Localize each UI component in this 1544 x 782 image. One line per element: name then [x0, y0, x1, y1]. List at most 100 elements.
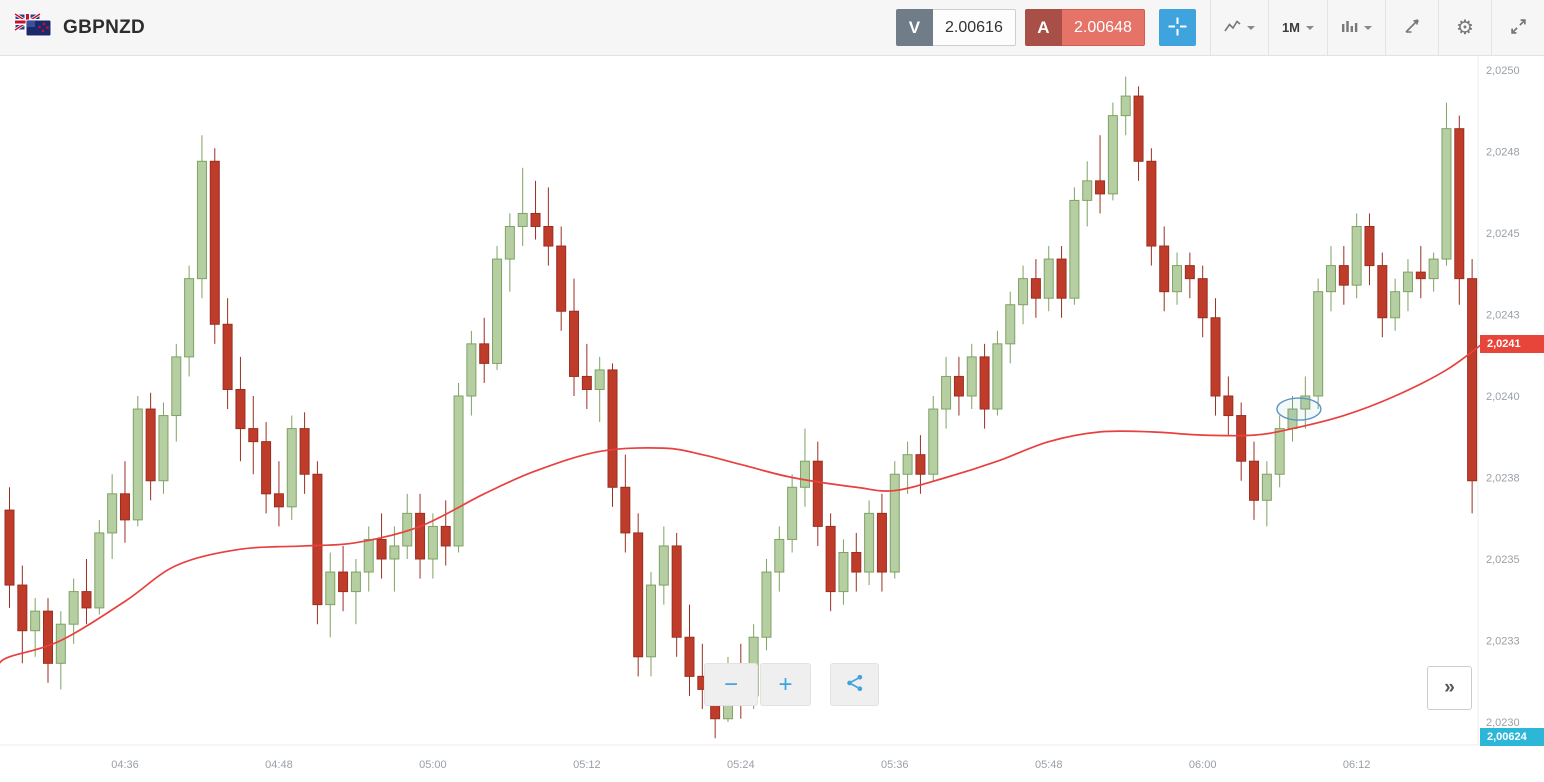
candle — [350, 571, 361, 593]
candle — [646, 584, 656, 658]
buy-quote[interactable]: A 2.00648 — [1024, 9, 1145, 46]
drawing-tools-button[interactable] — [1386, 0, 1438, 55]
candle — [479, 343, 490, 364]
candle — [42, 610, 53, 664]
candle — [607, 369, 618, 488]
fullscreen-button[interactable] — [1492, 0, 1544, 55]
candle — [825, 525, 836, 593]
candle — [1095, 180, 1106, 195]
timeframe-button[interactable]: 1M — [1269, 0, 1327, 55]
candle — [1415, 271, 1426, 280]
candle — [1197, 278, 1208, 319]
timeframe-label: 1M — [1281, 20, 1300, 35]
candle — [132, 408, 143, 521]
candle — [761, 571, 772, 638]
candle — [119, 493, 130, 521]
chart-type-button[interactable] — [1211, 0, 1268, 55]
candle — [4, 509, 15, 586]
candle — [889, 473, 900, 573]
candle — [1069, 199, 1080, 299]
candle — [543, 225, 554, 247]
indicators-bars-icon — [1341, 18, 1358, 37]
candle — [1172, 265, 1183, 293]
time-axis-label: 06:12 — [1343, 759, 1371, 771]
candle — [1133, 95, 1144, 162]
price-axis-label: 2,0250 — [1486, 65, 1520, 77]
candle — [1313, 291, 1324, 397]
candle — [799, 460, 810, 488]
candle — [55, 623, 66, 664]
candle — [774, 538, 785, 573]
sell-button[interactable]: V — [895, 9, 933, 46]
toolbar-divider — [1327, 0, 1328, 55]
toolbar-divider — [1209, 0, 1211, 55]
candle — [1120, 95, 1131, 117]
toolbar: GBPNZD V 2.00616 A 2.00648 — [0, 0, 1544, 56]
candle — [158, 415, 169, 482]
candle — [1236, 415, 1247, 462]
candle — [440, 525, 451, 547]
candle — [1043, 258, 1054, 299]
candle — [466, 343, 477, 397]
candle — [1428, 258, 1439, 280]
time-axis-label: 04:48 — [265, 759, 293, 771]
candle — [312, 473, 323, 606]
toolbar-divider — [1438, 0, 1439, 55]
candle — [17, 584, 28, 632]
sell-price: 2.00616 — [932, 9, 1016, 46]
candle — [941, 375, 952, 410]
time-axis-label: 05:12 — [573, 759, 601, 771]
candle — [1325, 265, 1336, 293]
candle — [273, 493, 284, 508]
chart-area[interactable]: 2,0250 2,0248 2,0245 2,0243 2,0240 2,0238 2,02… — [0, 56, 1544, 782]
indicators-button[interactable] — [1328, 0, 1385, 55]
price-axis-label: 2,0238 — [1486, 473, 1520, 485]
candle — [556, 245, 567, 312]
zoom-in-button[interactable]: + — [760, 663, 811, 706]
line-chart-icon — [1224, 18, 1241, 37]
expand-icon — [1510, 18, 1527, 38]
candle — [1441, 128, 1452, 260]
candle — [1223, 395, 1234, 417]
toolbar-divider — [1491, 0, 1492, 55]
candle — [171, 356, 182, 417]
candle — [1467, 278, 1478, 482]
collapse-button[interactable]: » — [1427, 666, 1472, 710]
zoom-out-button[interactable]: − — [704, 663, 758, 706]
candle — [851, 551, 862, 573]
share-button[interactable] — [830, 663, 879, 706]
candle — [1261, 473, 1272, 501]
price-axis-label: 2,0248 — [1486, 147, 1520, 159]
bid-price-tag: 2,00624 — [1480, 728, 1544, 746]
candle — [145, 408, 156, 482]
time-axis-label: 05:48 — [1035, 759, 1063, 771]
candle — [415, 512, 426, 560]
chevron-down-icon — [1306, 25, 1314, 30]
price-axis-label: 2,0235 — [1486, 554, 1520, 566]
buy-button[interactable]: A — [1024, 9, 1062, 46]
candle — [876, 512, 887, 573]
price-axis-label: 2,0245 — [1486, 228, 1520, 240]
candle — [68, 591, 79, 625]
price-axis-label: 2,0240 — [1486, 391, 1520, 403]
candle — [376, 538, 387, 560]
price-axis-label: 2,0230 — [1486, 717, 1520, 729]
chevron-down-icon — [1246, 25, 1255, 30]
ellipse-annotation[interactable] — [1276, 397, 1322, 421]
toolbar-divider — [1267, 0, 1269, 55]
candle — [1210, 317, 1221, 397]
candle — [581, 375, 592, 390]
price-chart[interactable]: 2,0250 2,0248 2,0245 2,0243 2,0240 2,0238 2,02… — [0, 56, 1544, 782]
settings-button[interactable]: ⚙ — [1439, 0, 1491, 55]
toolbar-divider — [1385, 0, 1386, 55]
candle — [594, 369, 605, 390]
crosshair-button[interactable] — [1158, 9, 1196, 46]
candle — [222, 323, 233, 390]
candle — [915, 454, 926, 475]
candle — [107, 493, 118, 534]
candle — [928, 408, 939, 475]
candle — [1159, 245, 1170, 293]
candle — [30, 610, 41, 632]
candle — [953, 375, 964, 397]
sell-quote[interactable]: V 2.00616 — [895, 9, 1016, 46]
